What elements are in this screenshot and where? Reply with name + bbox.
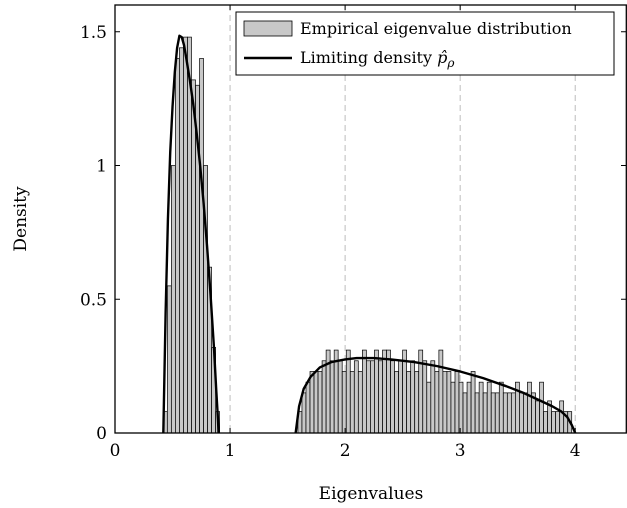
histogram-bar <box>442 371 448 434</box>
histogram-bar <box>386 349 391 434</box>
histogram-bar <box>353 360 359 434</box>
histogram-bar <box>187 36 192 434</box>
histogram-bar <box>357 371 363 434</box>
histogram-bar <box>486 381 492 434</box>
histogram-bar <box>402 349 407 434</box>
histogram-bar <box>199 58 204 434</box>
legend-swatch-histogram <box>243 20 293 37</box>
histogram-bar <box>341 371 347 434</box>
histogram-bar <box>374 349 379 434</box>
histogram-bar <box>527 381 532 434</box>
legend-label-density-symbol: p̂ <box>437 48 447 67</box>
histogram-bar <box>462 392 468 434</box>
histogram-bar <box>171 165 176 434</box>
limiting-density-curves <box>162 34 577 434</box>
legend-label-density: Limiting density p̂ρ <box>300 48 454 70</box>
legend-box <box>235 11 615 76</box>
histogram-bar <box>317 371 323 434</box>
y-axis-label: Density <box>11 186 31 252</box>
x-tick-label: 4 <box>570 441 581 461</box>
legend-label-density-subscript: ρ <box>446 56 454 70</box>
histogram-bar <box>191 79 196 434</box>
histogram-bar <box>482 392 488 434</box>
histogram-bar <box>378 360 383 434</box>
histogram-bar <box>426 381 432 434</box>
histogram-bar <box>345 349 351 434</box>
histogram-bar <box>450 381 456 434</box>
grid-lines <box>229 5 576 433</box>
histogram-bar <box>305 381 311 434</box>
histogram-bar <box>438 349 444 434</box>
histogram-bar <box>551 411 556 434</box>
histogram-bar <box>329 360 335 434</box>
histogram-bar <box>382 349 387 434</box>
histogram-bar <box>398 360 403 434</box>
histogram-bar <box>494 392 500 434</box>
histogram-bar <box>434 371 440 434</box>
histogram-bar <box>370 360 375 434</box>
histogram-bar <box>454 371 460 434</box>
histogram-bar <box>539 381 544 434</box>
histogram-bar <box>422 360 428 434</box>
legend: Empirical eigenvalue distribution Limiti… <box>235 11 615 76</box>
histogram-bar <box>321 360 327 434</box>
x-axis-label: Eigenvalues <box>319 484 424 504</box>
histogram-bar <box>167 285 172 434</box>
histogram-bar <box>390 360 395 434</box>
histogram-bar <box>543 411 548 434</box>
histogram-bar <box>478 381 484 434</box>
histogram-bar <box>523 392 528 434</box>
histogram-bar <box>430 360 436 434</box>
histogram-bar <box>498 381 504 434</box>
y-tick-label: 0 <box>96 424 107 444</box>
histogram-bar <box>179 47 184 434</box>
histogram-bar <box>458 381 464 434</box>
legend-label-density-text: Limiting density <box>300 48 437 67</box>
x-tick-label: 1 <box>225 441 236 461</box>
histogram-bar <box>519 392 524 434</box>
x-tick-label: 0 <box>110 441 121 461</box>
histogram-bar <box>414 371 420 434</box>
histogram-bar <box>502 392 508 434</box>
histogram-bar <box>175 58 180 434</box>
histogram-bars <box>162 36 573 434</box>
histogram-bar <box>313 371 319 434</box>
histogram-bar <box>406 371 411 434</box>
histogram-bar <box>366 360 371 434</box>
density-curve-segment <box>162 34 220 434</box>
plot-frame <box>114 4 627 434</box>
histogram-bar <box>301 392 307 434</box>
histogram-bar <box>362 349 367 434</box>
histogram-bar <box>446 371 452 434</box>
histogram-bar <box>349 371 355 434</box>
histogram-bar <box>474 392 480 434</box>
histogram-bar <box>337 360 343 434</box>
histogram-bar <box>466 381 472 434</box>
histogram-bar <box>394 371 399 434</box>
legend-label-histogram: Empirical eigenvalue distribution <box>300 19 572 38</box>
histogram-bar <box>490 392 496 434</box>
histogram-bar <box>535 400 540 434</box>
x-tick-label: 3 <box>455 441 466 461</box>
x-tick-label: 2 <box>340 441 351 461</box>
y-tick-label: 0.5 <box>80 290 107 310</box>
y-tick-label: 1 <box>96 157 107 177</box>
histogram-bar <box>410 360 416 434</box>
histogram-bar <box>183 36 188 434</box>
axis-ticks: 0 1 2 3 4 0 0.5 1 1.5 <box>80 5 626 461</box>
density-curve-segment <box>294 356 577 434</box>
y-tick-label: 1.5 <box>80 23 107 43</box>
histogram-bar <box>559 400 565 434</box>
histogram-bar <box>506 392 512 434</box>
histogram-bar <box>309 371 315 434</box>
histogram-bar <box>511 392 516 434</box>
histogram-bar <box>555 411 560 434</box>
histogram-bar <box>470 371 476 434</box>
